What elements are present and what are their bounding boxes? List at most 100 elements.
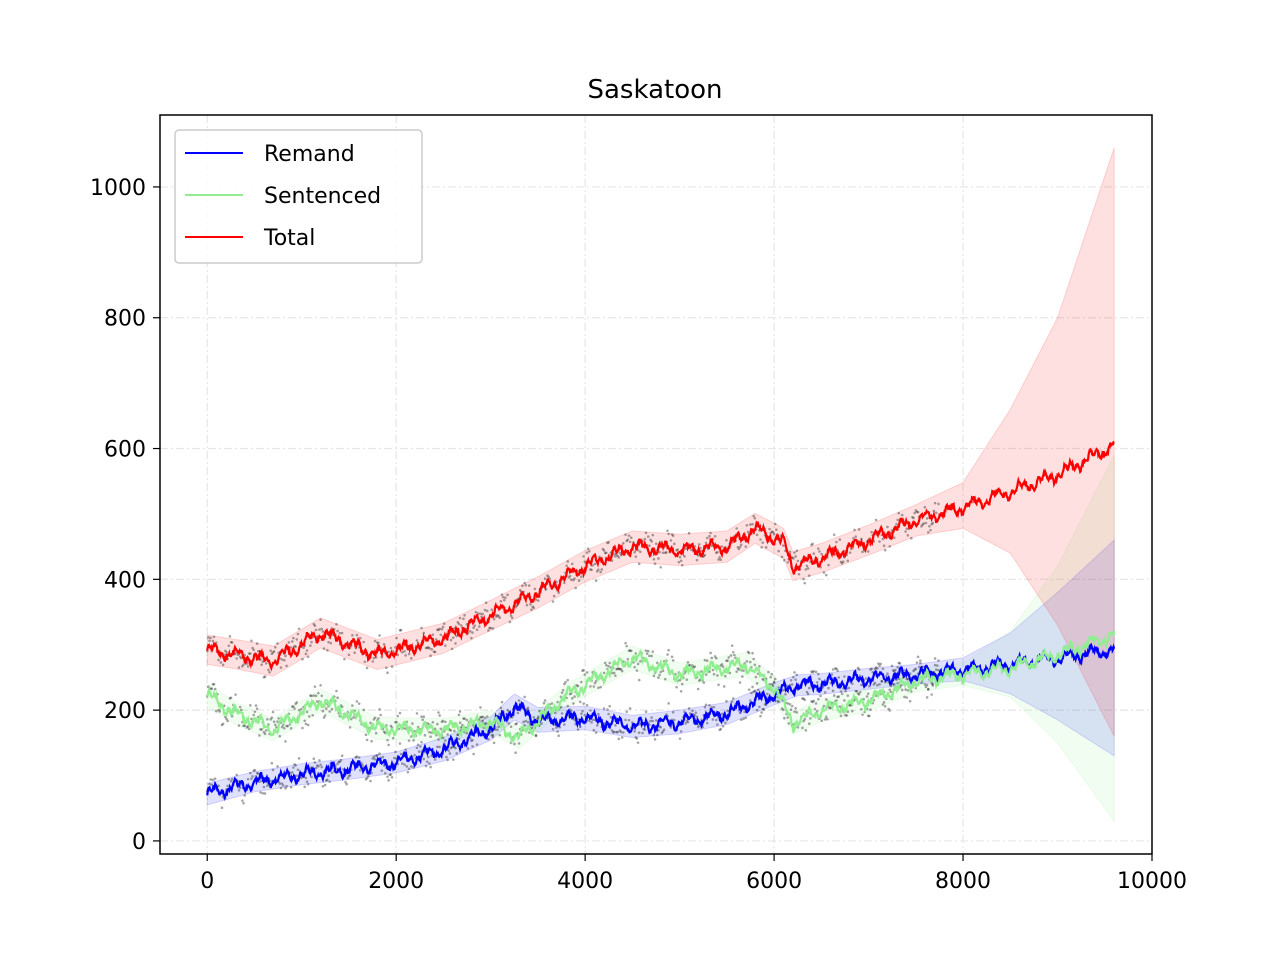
data-point — [934, 668, 938, 671]
data-point — [220, 806, 224, 810]
data-point — [237, 788, 241, 792]
data-point — [920, 525, 923, 528]
data-point — [224, 715, 227, 719]
data-point — [666, 529, 669, 533]
data-point — [671, 711, 675, 714]
data-point — [652, 733, 656, 737]
data-point — [686, 661, 690, 664]
data-point — [243, 794, 246, 797]
data-point — [458, 616, 462, 620]
data-point — [806, 567, 810, 570]
data-point — [614, 674, 617, 677]
data-point — [510, 616, 514, 620]
data-point — [650, 716, 653, 719]
data-point — [284, 786, 287, 790]
data-point — [438, 745, 441, 749]
data-point — [278, 734, 282, 738]
data-point — [593, 681, 597, 685]
data-point — [538, 709, 541, 713]
data-point — [210, 687, 214, 691]
data-point — [221, 722, 225, 726]
data-point — [507, 722, 511, 725]
data-point — [346, 776, 350, 780]
data-point — [697, 724, 701, 727]
data-point — [307, 715, 311, 718]
data-point — [425, 646, 429, 650]
data-point — [306, 655, 310, 659]
data-point — [633, 551, 636, 554]
data-point — [319, 683, 322, 687]
data-point — [234, 652, 237, 655]
data-point — [466, 747, 470, 750]
data-point — [744, 545, 748, 548]
data-point — [463, 613, 466, 617]
data-point — [470, 636, 473, 640]
data-point — [807, 574, 811, 577]
data-point — [728, 671, 732, 675]
data-point — [279, 666, 283, 669]
data-point — [226, 719, 229, 723]
data-point — [470, 739, 473, 743]
data-point — [619, 730, 623, 734]
data-point — [679, 730, 683, 733]
data-point — [279, 786, 283, 790]
data-point — [377, 641, 380, 645]
data-point — [456, 733, 460, 736]
data-point — [936, 664, 939, 667]
data-point — [471, 738, 474, 742]
data-point — [669, 539, 673, 542]
data-point — [720, 712, 724, 716]
data-point — [416, 725, 420, 729]
data-point — [302, 646, 305, 650]
data-point — [437, 738, 440, 741]
data-point — [665, 551, 668, 554]
data-point — [903, 695, 906, 699]
data-point — [915, 661, 919, 664]
data-point — [804, 729, 808, 732]
data-point — [925, 696, 929, 699]
data-point — [551, 600, 555, 603]
data-point — [449, 638, 453, 642]
data-point — [624, 641, 627, 645]
data-point — [599, 570, 602, 574]
data-point — [661, 669, 665, 673]
data-point — [755, 682, 759, 685]
data-point — [636, 741, 640, 744]
data-point — [627, 718, 631, 722]
data-point — [759, 538, 762, 541]
data-point — [861, 713, 864, 716]
data-point — [432, 650, 436, 654]
data-point — [659, 670, 663, 674]
data-point — [304, 722, 308, 726]
data-point — [415, 639, 419, 642]
data-point — [410, 657, 413, 660]
data-point — [667, 702, 670, 705]
data-point — [636, 662, 640, 666]
data-point — [660, 731, 664, 735]
data-point — [866, 550, 870, 553]
data-point — [375, 641, 379, 644]
data-point — [263, 792, 267, 795]
data-point — [555, 726, 558, 729]
data-point — [423, 733, 427, 737]
data-point — [573, 577, 576, 580]
data-point — [881, 537, 885, 541]
data-point — [242, 663, 245, 666]
data-point — [914, 667, 918, 671]
data-point — [614, 555, 617, 558]
data-point — [424, 646, 428, 650]
data-point — [340, 705, 344, 709]
data-point — [246, 777, 250, 781]
data-point — [436, 745, 439, 749]
data-point — [905, 527, 909, 530]
data-point — [702, 554, 706, 558]
data-point — [415, 712, 419, 715]
data-point — [260, 663, 263, 666]
data-point — [852, 536, 855, 540]
data-point — [879, 662, 882, 666]
data-point — [270, 761, 274, 765]
data-point — [276, 720, 279, 723]
data-point — [916, 510, 920, 514]
data-point — [921, 523, 924, 526]
data-point — [933, 657, 937, 660]
